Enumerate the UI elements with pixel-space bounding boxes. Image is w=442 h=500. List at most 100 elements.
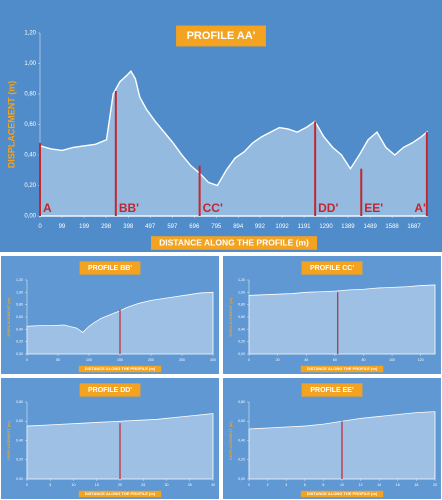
y-tick-label: 1,00 (238, 290, 245, 294)
y-axis-label: DISPLACEMENT (m) (6, 420, 11, 460)
y-tick-label: 0,60 (16, 315, 23, 319)
x-tick-label: 1687 (407, 224, 421, 230)
y-tick-label: 0,40 (16, 327, 23, 331)
y-tick-label: 0,60 (238, 419, 245, 423)
x-tick-label: 0 (26, 483, 28, 487)
y-tick-label: 0,20 (16, 340, 23, 344)
y-tick-label: 0,40 (16, 438, 23, 442)
y-tick-label: 0,20 (238, 340, 245, 344)
y-tick-label: 0,40 (238, 438, 245, 442)
x-tick-label: 40 (211, 483, 215, 487)
y-tick-label: 0,80 (24, 92, 36, 98)
chart-title: PROFILE EE' (310, 387, 354, 394)
x-tick-label: 4 (285, 483, 287, 487)
x-tick-label: 1588 (385, 224, 399, 230)
x-tick-label: 0 (248, 483, 250, 487)
y-tick-label: 0,00 (24, 214, 36, 220)
section-label: BB' (119, 201, 139, 215)
profile-area (39, 69, 428, 217)
y-axis-label: DISPLACEMENT (m) (6, 81, 16, 169)
x-axis-label: DISTANCE ALONG THE PROFILE (m) (159, 237, 309, 247)
x-tick-label: 0 (38, 224, 42, 230)
x-tick-label: 1489 (363, 224, 377, 230)
x-label-box (78, 490, 162, 498)
y-tick-label: 0,00 (238, 477, 245, 481)
x-tick-label: 80 (361, 358, 365, 362)
section-label: EE' (364, 201, 383, 215)
x-label-box (300, 365, 384, 373)
x-tick-label: 99 (59, 224, 66, 230)
x-tick-label: 16 (396, 483, 400, 487)
x-tick-label: 6 (304, 483, 306, 487)
x-tick-label: 8 (322, 483, 324, 487)
x-tick-label: 199 (79, 224, 90, 230)
x-axis-label: DISTANCE ALONG THE PROFILE (m) (307, 366, 378, 371)
section-label: CC' (203, 201, 223, 215)
x-axis-label: DISTANCE ALONG THE PROFILE (m) (85, 491, 156, 496)
x-tick-label: 10 (340, 483, 344, 487)
y-tick-label: 0,80 (16, 303, 23, 307)
chart-title: PROFILE BB' (88, 265, 132, 272)
x-tick-label: 250 (179, 358, 185, 362)
profile-area (248, 284, 436, 355)
x-tick-label: 10 (72, 483, 76, 487)
x-tick-label: 20 (433, 483, 437, 487)
x-tick-label: 35 (188, 483, 192, 487)
y-axis-label: DISPLACEMENT (m) (6, 297, 11, 337)
x-tick-label: 5 (49, 483, 51, 487)
y-tick-label: 0,00 (16, 477, 23, 481)
x-tick-label: 2 (267, 483, 269, 487)
y-tick-label: 0,80 (16, 400, 23, 404)
x-tick-label: 50 (56, 358, 60, 362)
chart-title: PROFILE DD' (88, 387, 132, 394)
x-tick-label: 20 (118, 483, 122, 487)
y-tick-label: 0,40 (24, 153, 36, 159)
y-tick-label: 1,20 (16, 278, 23, 282)
x-tick-label: 200 (148, 358, 154, 362)
y-axis-label: DISPLACEMENT (m) (228, 297, 233, 337)
x-label-box (150, 236, 318, 250)
x-tick-label: 30 (165, 483, 169, 487)
title-box (79, 261, 141, 275)
x-tick-label: 40 (304, 358, 308, 362)
y-tick-label: 1,00 (24, 61, 36, 67)
x-tick-label: 14 (377, 483, 381, 487)
y-tick-label: 0,60 (16, 419, 23, 423)
y-tick-label: 0,80 (238, 400, 245, 404)
x-tick-label: 20 (276, 358, 280, 362)
x-axis-label: DISTANCE ALONG THE PROFILE (m) (85, 366, 156, 371)
section-label: A' (414, 201, 426, 215)
x-tick-label: 992 (255, 224, 266, 230)
x-tick-label: 0 (26, 358, 28, 362)
x-tick-label: 120 (418, 358, 424, 362)
x-tick-label: 60 (333, 358, 337, 362)
title-box (301, 383, 363, 397)
x-tick-label: 398 (123, 224, 134, 230)
x-tick-label: 300 (210, 358, 216, 362)
x-tick-label: 1191 (298, 224, 312, 230)
chart-title: PROFILE AA' (187, 30, 256, 42)
x-tick-label: 1389 (341, 224, 355, 230)
y-tick-label: 1,20 (24, 31, 36, 37)
x-tick-label: 1290 (319, 224, 333, 230)
x-tick-label: 597 (167, 224, 178, 230)
x-tick-label: 150 (117, 358, 123, 362)
y-axis-label: DISPLACEMENT (m) (228, 420, 233, 460)
x-tick-label: 18 (414, 483, 418, 487)
x-tick-label: 795 (211, 224, 222, 230)
y-tick-label: 0,00 (16, 352, 23, 356)
x-tick-label: 0 (248, 358, 250, 362)
x-tick-label: 497 (145, 224, 156, 230)
y-tick-label: 1,00 (16, 290, 23, 294)
chart-title: PROFILE CC' (310, 265, 354, 272)
x-tick-label: 298 (101, 224, 112, 230)
x-tick-label: 12 (359, 483, 363, 487)
x-tick-label: 894 (233, 224, 244, 230)
x-tick-label: 100 (86, 358, 92, 362)
x-tick-label: 696 (189, 224, 200, 230)
section-label: A (43, 201, 52, 215)
x-label-box (78, 365, 162, 373)
section-label: DD' (318, 201, 338, 215)
y-tick-label: 0,80 (238, 303, 245, 307)
